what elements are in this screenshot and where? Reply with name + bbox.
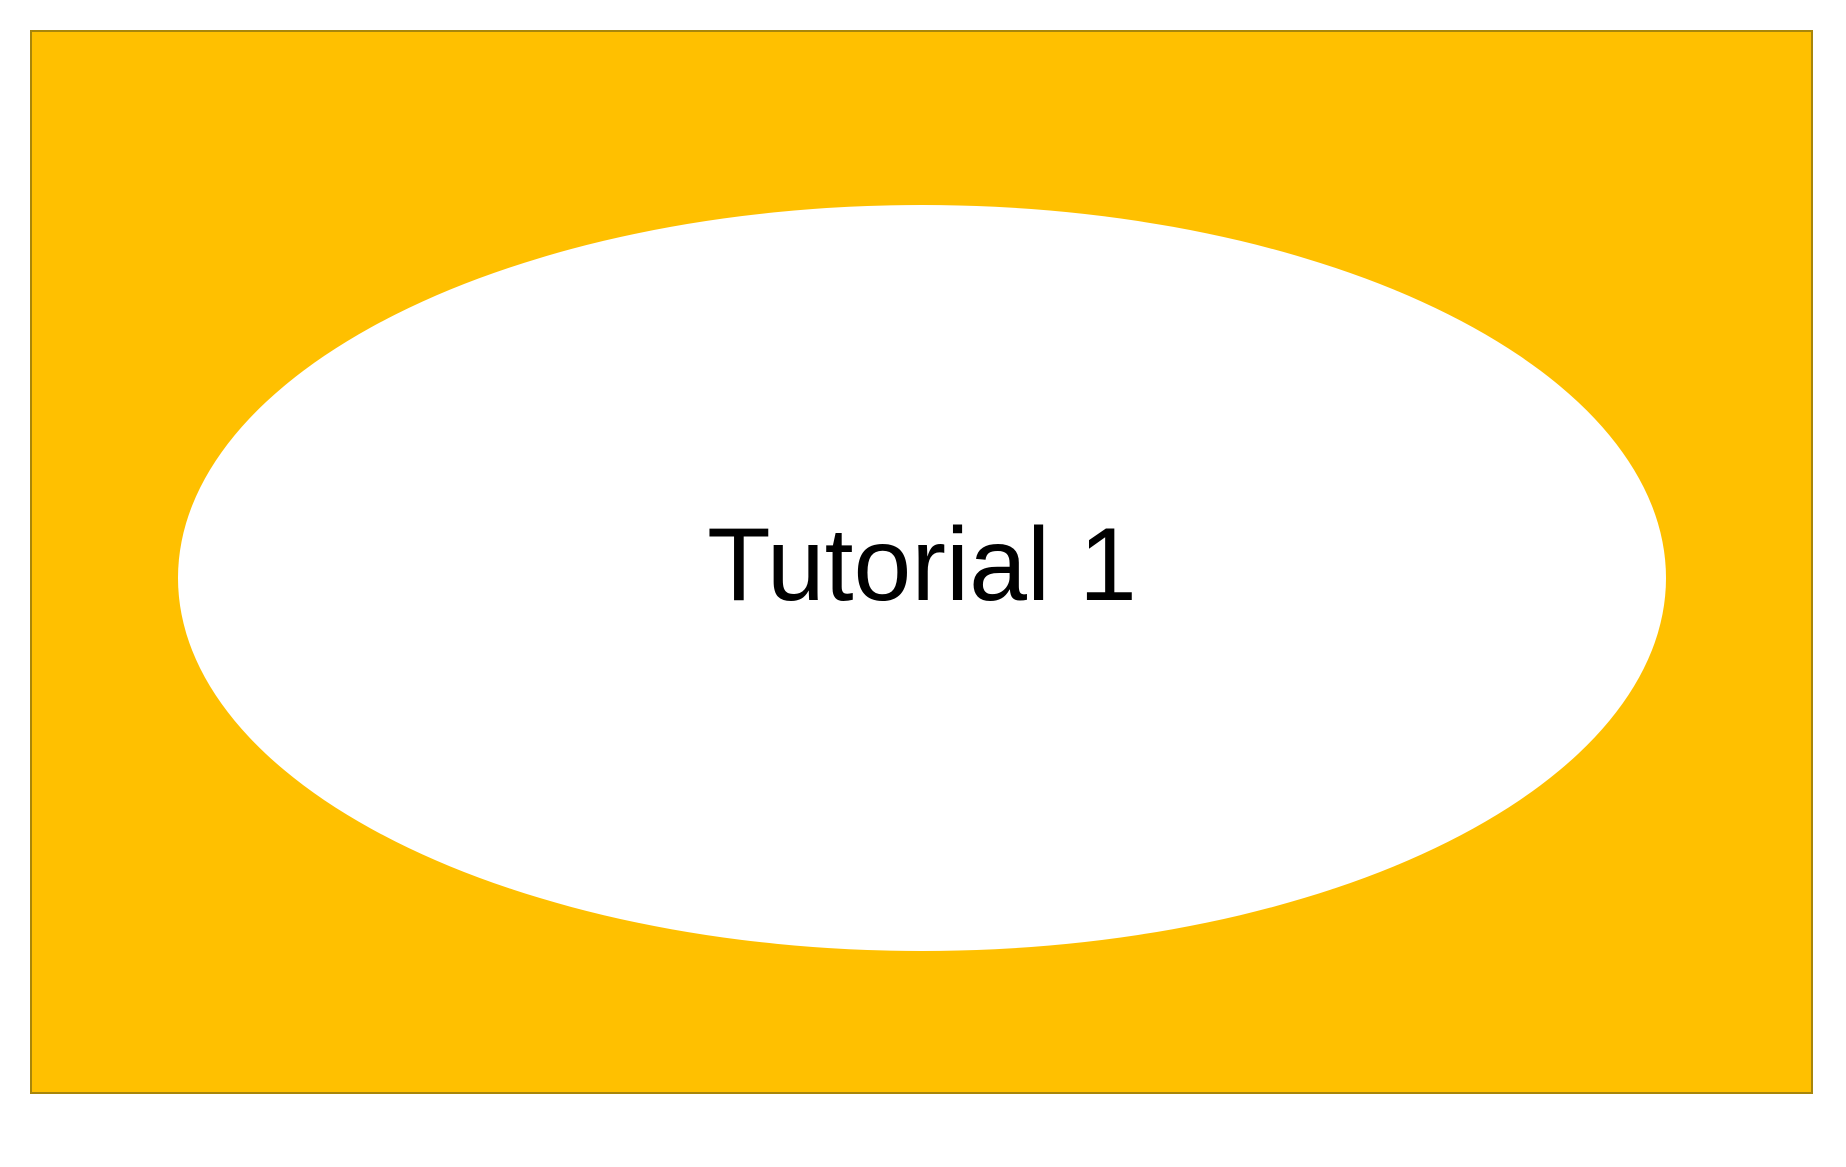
slide-frame: Tutorial 1 xyxy=(30,30,1813,1094)
title-ellipse: Tutorial 1 xyxy=(178,205,1666,951)
slide-title: Tutorial 1 xyxy=(707,507,1137,623)
